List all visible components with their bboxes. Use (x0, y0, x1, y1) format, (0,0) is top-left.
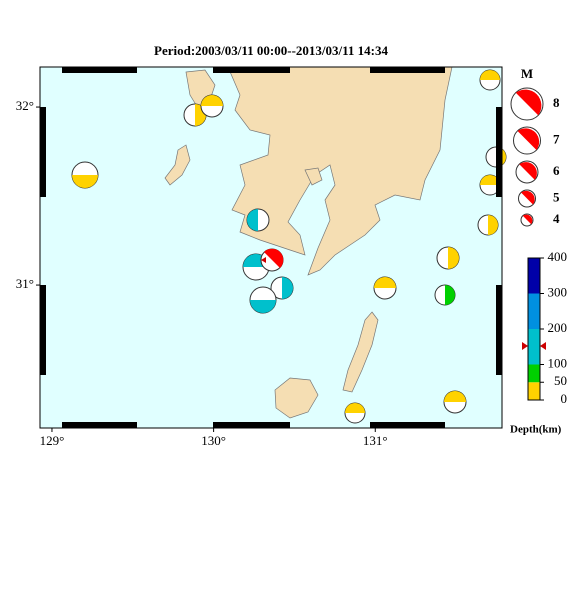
depth-band (528, 329, 540, 365)
magnitude-ball-fill (519, 162, 537, 180)
depth-band (528, 293, 540, 329)
y-tick-label: 31° (16, 276, 34, 291)
depth-tick-label: 200 (548, 320, 568, 335)
depth-label: Depth(km) (510, 424, 562, 436)
depth-tick-label: 50 (554, 373, 567, 388)
x-tick-label: 130° (201, 433, 226, 448)
depth-pointer (522, 342, 546, 350)
depth-band (528, 258, 540, 294)
depth-band (528, 382, 540, 400)
magnitude-label: 8 (553, 95, 560, 110)
magnitude-label: 6 (553, 163, 560, 178)
magnitude-ball-fill (517, 128, 540, 150)
magnitude-ball-fill (515, 89, 542, 116)
magnitude-label: 7 (553, 131, 560, 146)
frame (39, 66, 503, 429)
x-tick-label: 131° (363, 433, 388, 448)
depth-tick-label: 400 (548, 249, 568, 264)
magnitude-ball-fill (521, 190, 535, 205)
x-tick-label: 129° (40, 433, 65, 448)
title: Period:2003/03/11 00:00--2013/03/11 14:3… (154, 43, 388, 58)
magnitude-ball-fill (522, 214, 533, 225)
land (164, 66, 453, 419)
depth-tick-label: 0 (561, 391, 568, 406)
depth-tick-label: 300 (548, 284, 568, 299)
depth-frame (527, 257, 541, 401)
magnitude-title: M (521, 66, 533, 81)
depth-band (528, 364, 540, 383)
y-tick-label: 32° (16, 98, 34, 113)
magnitude-label: 4 (553, 211, 560, 226)
magnitude-label: 5 (553, 189, 560, 204)
depth-tick-label: 100 (548, 355, 568, 370)
